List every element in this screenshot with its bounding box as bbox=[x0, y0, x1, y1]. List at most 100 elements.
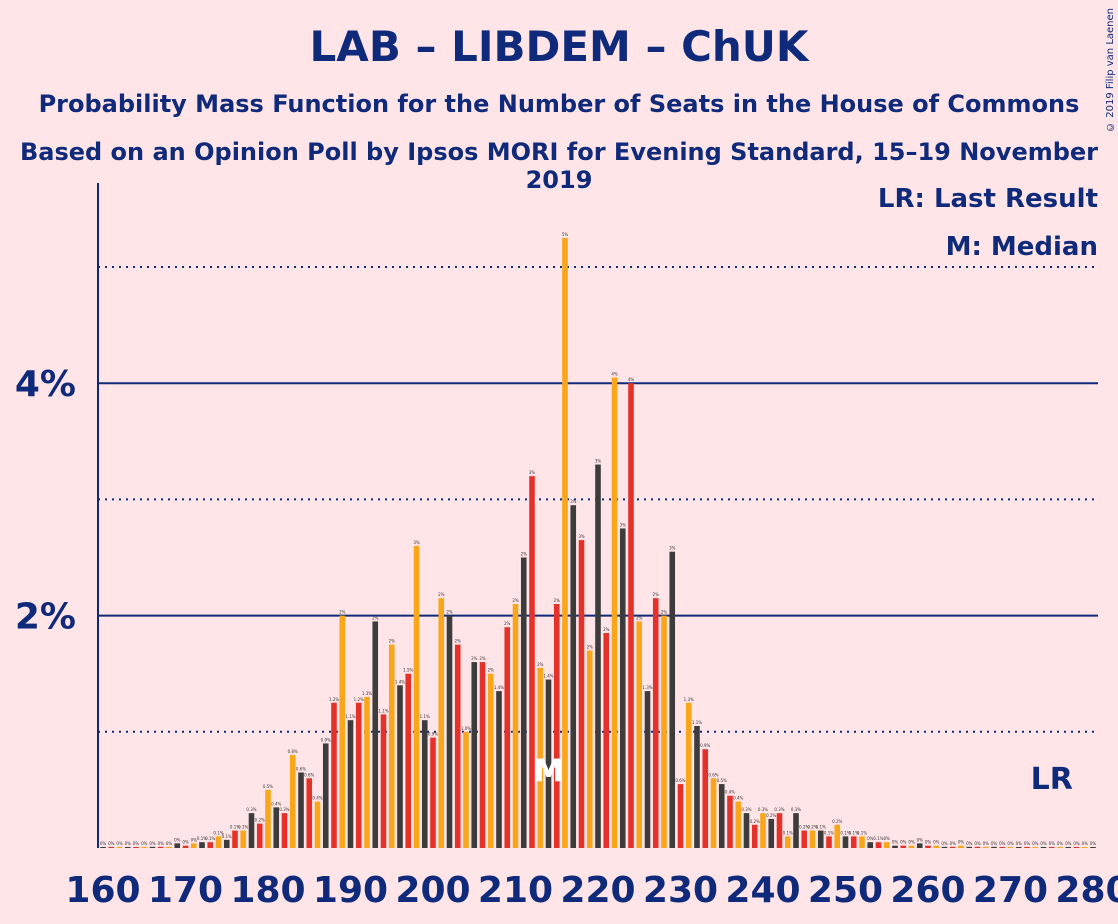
value-label: 1.1% bbox=[378, 708, 388, 713]
bar-seat-185 bbox=[306, 778, 313, 848]
bar-seat-261 bbox=[933, 845, 940, 848]
bar-seat-260 bbox=[925, 845, 931, 848]
bar-seat-249 bbox=[834, 824, 841, 848]
bar-seat-244 bbox=[793, 813, 799, 848]
bar-seat-256 bbox=[892, 845, 898, 848]
value-label: 0.6% bbox=[304, 772, 314, 777]
bar-seat-267 bbox=[982, 846, 989, 848]
value-label: 0.2% bbox=[255, 818, 265, 823]
bar-seat-199 bbox=[421, 720, 428, 848]
bar-seat-218 bbox=[578, 540, 585, 848]
value-label: 0% bbox=[1024, 841, 1031, 846]
bar-seat-182 bbox=[281, 813, 288, 848]
value-label: 3% bbox=[578, 534, 585, 539]
value-label: 0% bbox=[991, 841, 998, 846]
bar-seat-193 bbox=[372, 621, 379, 848]
value-label: 0% bbox=[149, 841, 156, 846]
value-label: 1.5% bbox=[403, 668, 413, 673]
value-label: 0% bbox=[999, 841, 1006, 846]
bar-seat-272 bbox=[1024, 847, 1030, 848]
value-label: 1.0% bbox=[461, 726, 471, 731]
value-label: 0% bbox=[1082, 841, 1089, 846]
bar-seat-271 bbox=[1015, 847, 1022, 848]
bar-seat-268 bbox=[991, 846, 997, 848]
value-label: 0.5% bbox=[717, 778, 727, 783]
value-label: 1.1% bbox=[420, 714, 430, 719]
bar-seat-240 bbox=[760, 813, 766, 848]
x-tick-label: 190 bbox=[313, 870, 388, 911]
x-tick-label: 160 bbox=[65, 870, 140, 911]
bar-seat-264 bbox=[958, 845, 964, 848]
bar-seat-254 bbox=[875, 842, 882, 848]
bar-seat-168 bbox=[166, 846, 172, 848]
value-label: 0% bbox=[1065, 841, 1072, 846]
bar-seat-259 bbox=[916, 843, 923, 848]
value-label: 0.1% bbox=[783, 830, 793, 835]
bar-seat-165 bbox=[141, 847, 148, 848]
x-tick-label: 280 bbox=[1055, 870, 1118, 911]
value-label: 0.2% bbox=[832, 819, 842, 824]
bar-seat-194 bbox=[380, 714, 387, 848]
bar-seat-178 bbox=[248, 813, 255, 848]
bar-seat-198 bbox=[413, 545, 420, 848]
bar-seat-236 bbox=[727, 795, 733, 848]
bar-seat-203 bbox=[454, 644, 461, 848]
bar-seat-245 bbox=[801, 830, 808, 848]
value-label: 0.1% bbox=[197, 836, 207, 841]
axes: 160170180190200210220230240250260270280 bbox=[65, 183, 1118, 911]
bar-seat-250 bbox=[842, 836, 849, 848]
legend-last-result: LR: Last Result bbox=[877, 184, 1098, 214]
value-label: 1.3% bbox=[642, 685, 652, 690]
value-label: 2% bbox=[339, 610, 346, 615]
bar-seat-227 bbox=[652, 598, 659, 848]
x-tick-label: 250 bbox=[808, 870, 883, 911]
bar-seat-177 bbox=[240, 830, 247, 848]
value-label: 2% bbox=[455, 639, 462, 644]
value-label: 4% bbox=[611, 371, 618, 376]
bar-seat-243 bbox=[784, 836, 791, 848]
value-label: 0% bbox=[158, 841, 165, 846]
bar-seat-276 bbox=[1057, 847, 1063, 848]
value-label: 0.6% bbox=[675, 778, 685, 783]
bar-seat-258 bbox=[908, 845, 915, 848]
bar-seat-191 bbox=[355, 702, 362, 848]
bar-seat-257 bbox=[900, 845, 907, 848]
bar-seat-265 bbox=[966, 846, 973, 848]
bar-seat-225 bbox=[636, 621, 643, 848]
value-label: 0% bbox=[933, 840, 940, 845]
value-label: 0% bbox=[867, 836, 874, 841]
value-label: 0.2% bbox=[807, 825, 817, 830]
bar-seat-172 bbox=[199, 842, 205, 848]
value-label: 1.1% bbox=[692, 720, 702, 725]
gridlines: 2% 4% bbox=[15, 266, 1098, 733]
bar-seat-252 bbox=[859, 836, 865, 848]
value-label: 0% bbox=[966, 841, 973, 846]
bar-seat-235 bbox=[718, 784, 725, 848]
value-label: 1.4% bbox=[543, 674, 553, 679]
bar-seat-247 bbox=[817, 830, 824, 848]
bar-seat-210 bbox=[512, 603, 519, 848]
value-label: 0% bbox=[191, 837, 198, 842]
bar-seat-226 bbox=[644, 691, 651, 848]
value-label: 0.1% bbox=[857, 830, 867, 835]
bar-seat-187 bbox=[322, 743, 329, 848]
bar-seat-184 bbox=[298, 772, 304, 848]
bar-seat-192 bbox=[364, 696, 370, 848]
value-label: 0.5% bbox=[263, 784, 273, 789]
value-label: 0% bbox=[925, 840, 932, 845]
x-tick-label: 220 bbox=[560, 870, 635, 911]
value-label: 0% bbox=[166, 841, 173, 846]
value-label: 0.9% bbox=[321, 737, 331, 742]
bar-seat-171 bbox=[190, 843, 197, 848]
value-label: 1.2% bbox=[329, 697, 339, 702]
value-label: 0.3% bbox=[774, 807, 784, 812]
bar-seat-233 bbox=[702, 749, 709, 848]
value-label: 2% bbox=[521, 552, 528, 557]
bar-seat-211 bbox=[520, 557, 527, 848]
value-label: 2% bbox=[488, 668, 495, 673]
value-label: 0% bbox=[950, 841, 957, 846]
bar-seat-181 bbox=[273, 807, 280, 848]
markers: M LR bbox=[533, 754, 1073, 797]
value-label: 0.9% bbox=[428, 732, 438, 737]
